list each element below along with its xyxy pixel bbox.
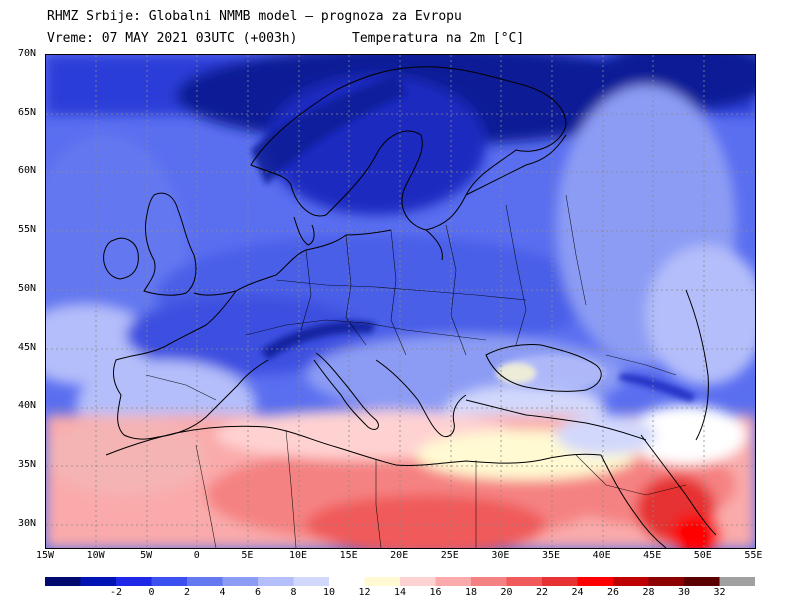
colorbar-swatch xyxy=(435,577,472,586)
colorbar-swatch xyxy=(506,577,543,586)
colorbar-label: 4 xyxy=(219,587,226,598)
colorbar-swatch xyxy=(258,577,294,586)
colorbar-label: 10 xyxy=(322,587,336,598)
colorbar-swatch xyxy=(613,577,649,586)
colorbar-swatch xyxy=(542,577,578,586)
colorbar-label: 18 xyxy=(464,587,478,598)
lon-label: 10W xyxy=(86,550,105,561)
lat-label: 30N xyxy=(18,517,37,529)
lon-label: 45E xyxy=(643,550,662,561)
lon-label: 15E xyxy=(339,550,358,561)
colorbar-label: 6 xyxy=(254,587,262,598)
colorbar-label: 14 xyxy=(393,587,407,598)
colorbar-swatch xyxy=(45,577,81,586)
colorbar-label: 0 xyxy=(148,587,155,598)
lon-label: 55E xyxy=(744,550,763,561)
colorbar-label: 30 xyxy=(677,587,691,598)
colorbar-label: 12 xyxy=(358,587,371,598)
lon-label: 40E xyxy=(592,550,611,561)
colorbar-swatch xyxy=(648,577,685,586)
temperature-map xyxy=(45,54,756,549)
forecast-time: Vreme: 07 MAY 2021 03UTC (+003h) xyxy=(47,31,298,46)
colorbar-swatch xyxy=(293,577,330,586)
colorbar xyxy=(45,577,755,586)
colorbar-label: 24 xyxy=(571,587,584,598)
lat-label: 50N xyxy=(18,282,37,294)
borders xyxy=(145,194,687,548)
map-title: RHMZ Srbije: Globalni NMMB model – progn… xyxy=(47,9,462,24)
lon-label: 35E xyxy=(541,550,561,561)
lon-label: 5E xyxy=(241,550,254,561)
lat-label: 70N xyxy=(18,48,37,59)
colorbar-swatch xyxy=(471,577,507,586)
colorbar-label: -2 xyxy=(109,587,123,598)
colorbar-label: 16 xyxy=(429,587,442,598)
colorbar-label: 8 xyxy=(290,587,297,598)
colorbar-swatch xyxy=(364,577,401,586)
colorbar-swatch xyxy=(329,577,365,586)
lon-label: 20E xyxy=(390,550,409,561)
colorbar-swatch xyxy=(222,577,259,586)
colorbar-swatch xyxy=(80,577,117,586)
colorbar-swatch xyxy=(400,577,436,586)
coastlines xyxy=(103,66,717,548)
colorbar-swatch xyxy=(116,577,152,586)
colorbar-label: 22 xyxy=(535,587,549,598)
colorbar-label: 32 xyxy=(713,587,726,598)
colorbar-label: 20 xyxy=(500,587,513,598)
colorbar-label: 2 xyxy=(183,587,191,598)
lon-label: 10E xyxy=(288,550,308,561)
lon-label: 5W xyxy=(140,550,153,561)
variable-title: Temperatura na 2m [°C] xyxy=(352,31,525,46)
colorbar-label: 28 xyxy=(642,587,655,598)
lon-label: 50E xyxy=(693,550,712,561)
lon-label: 25E xyxy=(440,550,459,561)
lon-label: 0 xyxy=(193,550,200,561)
colorbar-swatch xyxy=(187,577,223,586)
colorbar-swatch xyxy=(719,577,755,586)
colorbar-swatch xyxy=(684,577,720,586)
lat-label: 65N xyxy=(18,106,37,118)
lat-label: 35N xyxy=(18,458,37,470)
lat-label: 55N xyxy=(18,224,37,236)
lon-label: 15W xyxy=(35,550,55,561)
lon-label: 30E xyxy=(491,550,510,561)
colorbar-swatch xyxy=(577,577,614,586)
temperature-field xyxy=(46,55,755,548)
colorbar-label: 26 xyxy=(606,587,620,598)
colorbar-swatch xyxy=(151,577,188,586)
lat-label: 60N xyxy=(18,165,37,177)
lat-label: 40N xyxy=(18,400,37,412)
lat-label: 45N xyxy=(18,341,37,353)
